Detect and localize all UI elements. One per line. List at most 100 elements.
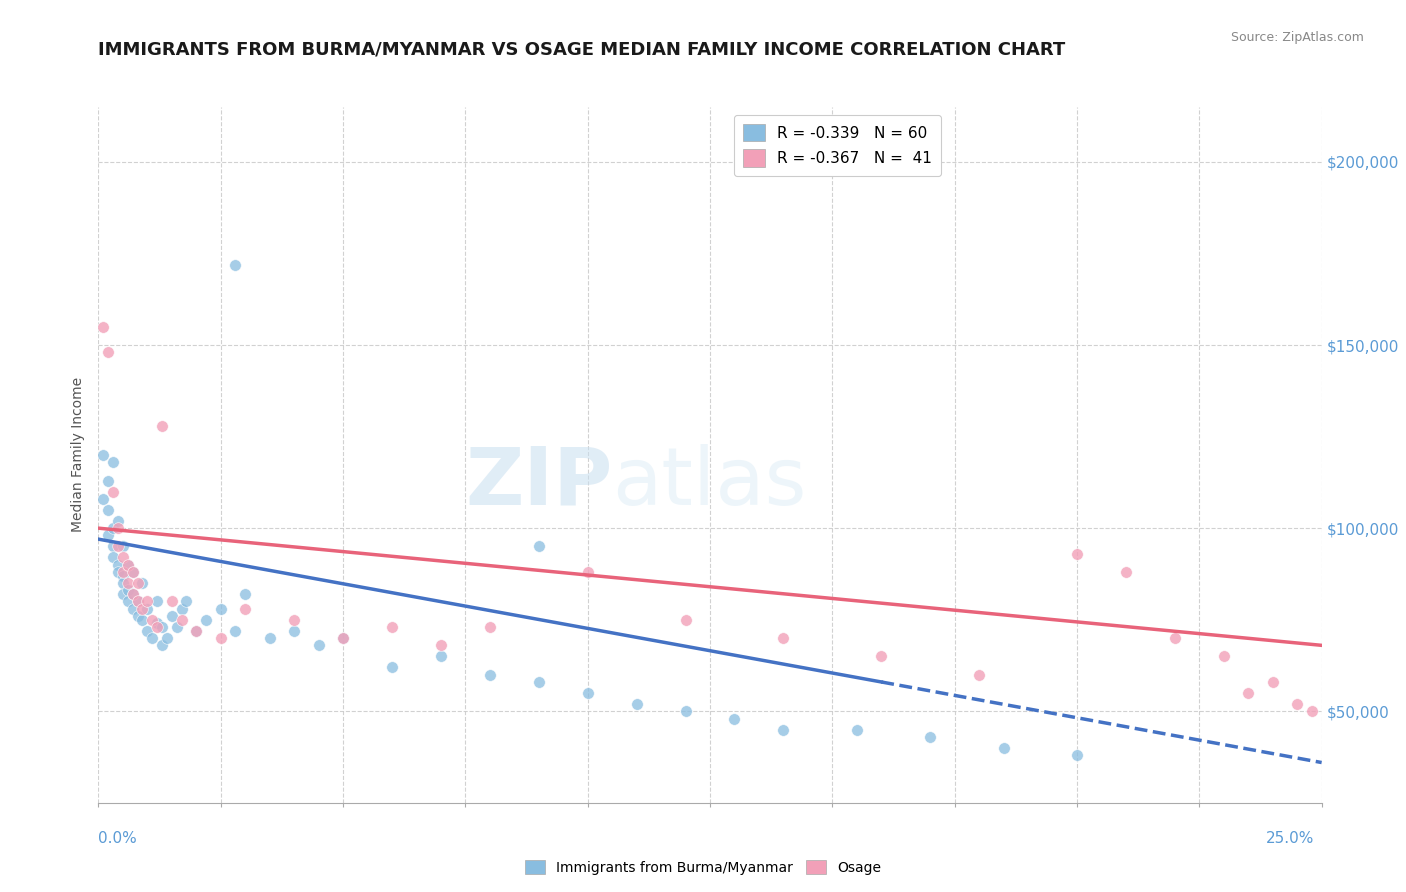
Text: 0.0%: 0.0% [98,831,138,846]
Point [1066,547,1088,561]
Point [111,550,134,565]
Point [121,587,143,601]
Point [160,609,183,624]
Text: Source: ZipAtlas.com: Source: ZipAtlas.com [1230,31,1364,45]
Point [97,503,120,517]
Point [127,594,149,608]
Point [920,730,942,744]
Point [146,594,169,608]
Point [136,601,159,615]
Point [117,558,139,572]
Point [259,631,281,645]
Point [91,448,114,462]
Point [723,712,745,726]
Point [478,620,501,634]
Point [1115,565,1137,579]
Point [107,540,129,554]
Point [160,594,183,608]
Point [176,594,198,608]
Point [101,484,124,499]
Point [527,675,550,690]
Point [111,568,134,582]
Point [430,649,453,664]
Point [121,565,143,579]
Point [870,649,893,664]
Point [146,616,169,631]
Point [1261,675,1284,690]
Point [233,587,256,601]
Point [993,740,1015,755]
Point [107,565,129,579]
Point [127,609,149,624]
Point [186,624,208,638]
Point [675,613,697,627]
Point [332,631,354,645]
Point [186,624,208,638]
Point [1286,697,1309,711]
Legend: Immigrants from Burma/Myanmar, Osage: Immigrants from Burma/Myanmar, Osage [519,855,887,880]
Point [150,620,173,634]
Point [478,667,501,681]
Point [117,583,139,598]
Point [527,540,550,554]
Point [845,723,868,737]
Text: 25.0%: 25.0% [1267,831,1315,846]
Point [141,631,163,645]
Point [576,686,599,700]
Point [136,624,159,638]
Point [675,704,697,718]
Point [156,631,179,645]
Point [101,455,124,469]
Point [111,576,134,591]
Point [150,418,173,433]
Point [283,624,305,638]
Point [111,540,134,554]
Point [136,594,159,608]
Point [131,576,153,591]
Legend: R = -0.339   N = 60, R = -0.367   N =  41: R = -0.339 N = 60, R = -0.367 N = 41 [734,115,941,176]
Text: IMMIGRANTS FROM BURMA/MYANMAR VS OSAGE MEDIAN FAMILY INCOME CORRELATION CHART: IMMIGRANTS FROM BURMA/MYANMAR VS OSAGE M… [98,40,1066,58]
Point [121,565,143,579]
Point [121,601,143,615]
Point [772,631,794,645]
Point [131,601,153,615]
Point [97,474,120,488]
Point [166,620,188,634]
Point [101,540,124,554]
Point [111,587,134,601]
Point [195,613,218,627]
Y-axis label: Median Family Income: Median Family Income [72,377,86,533]
Point [209,601,232,615]
Point [101,521,124,535]
Point [170,613,193,627]
Point [101,550,124,565]
Point [107,514,129,528]
Point [107,558,129,572]
Point [430,638,453,652]
Point [117,594,139,608]
Point [121,587,143,601]
Point [117,576,139,591]
Point [381,620,404,634]
Point [170,601,193,615]
Point [576,565,599,579]
Point [224,624,246,638]
Point [332,631,354,645]
Point [772,723,794,737]
Point [127,576,149,591]
Point [1301,704,1323,718]
Point [381,660,404,674]
Point [111,565,134,579]
Point [967,667,990,681]
Point [91,319,114,334]
Point [150,638,173,652]
Point [1212,649,1234,664]
Point [117,558,139,572]
Point [107,521,129,535]
Point [97,345,120,359]
Point [91,491,114,506]
Point [626,697,648,711]
Point [127,594,149,608]
Point [146,620,169,634]
Point [209,631,232,645]
